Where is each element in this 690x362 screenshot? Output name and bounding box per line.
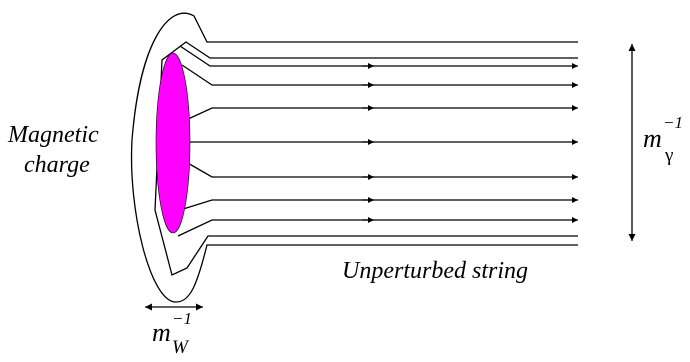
flux-line	[185, 105, 578, 121]
flux-line	[179, 45, 578, 69]
w-mass-exp: −1	[172, 309, 192, 328]
mid-arrows	[362, 63, 374, 223]
flux-line	[181, 64, 578, 88]
photon-mass-sub: γ	[665, 145, 674, 166]
photon-mass-base: m	[643, 124, 662, 153]
inner-boundary	[154, 41, 578, 276]
w-mass-base: m	[152, 318, 171, 347]
unperturbed-string-label: Unperturbed string	[342, 258, 528, 284]
flux-line	[185, 161, 578, 180]
magnetic-line2: charge	[24, 152, 90, 178]
magnetic-charge-label: Magnetic charge	[8, 120, 99, 180]
flux-lines	[177, 45, 578, 237]
magnetic-line1: Magnetic	[8, 122, 99, 148]
tube-boundary	[130, 12, 578, 303]
w-mass-sub: W	[172, 337, 188, 358]
flux-line	[177, 217, 578, 237]
magnetic-charge-ellipse	[155, 52, 191, 234]
flux-line	[179, 197, 578, 211]
photon-mass-exp: −1	[663, 113, 683, 132]
